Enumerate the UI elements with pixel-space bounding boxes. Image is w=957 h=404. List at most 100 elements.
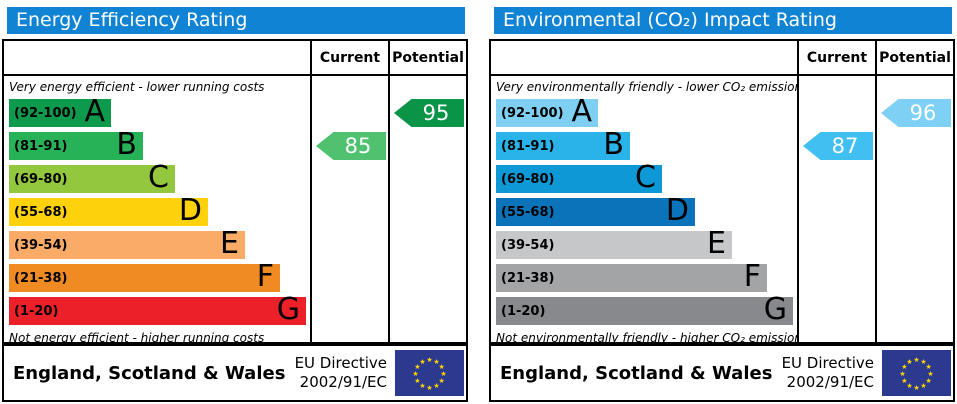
svg-text:★: ★	[927, 370, 933, 378]
svg-text:★: ★	[419, 358, 425, 366]
svg-text:★: ★	[906, 358, 912, 366]
potential-rating-value: 96	[909, 101, 937, 125]
band-letter: C	[635, 160, 656, 196]
band-range: (1-20)	[501, 303, 546, 319]
svg-text:★: ★	[913, 384, 919, 392]
band-letter: A	[571, 94, 592, 130]
top-caption: Very environmentally friendly - lower CO…	[496, 80, 797, 94]
band-range: (21-38)	[501, 270, 555, 286]
bottom-caption: Not environmentally friendly - higher CO…	[496, 331, 797, 342]
band-range: (92-100)	[501, 105, 564, 121]
band-range: (55-68)	[14, 204, 68, 220]
header-spacer	[491, 41, 797, 74]
column-header-row: Current Potential	[4, 41, 466, 76]
svg-text:★: ★	[901, 377, 907, 385]
column-header-row: Current Potential	[491, 41, 953, 76]
band-g: (1-20) G	[496, 292, 793, 328]
svg-text:★: ★	[925, 377, 931, 385]
band-a: (92-100) A	[9, 94, 111, 130]
eu-directive-label: EU Directive 2002/91/EC	[294, 354, 387, 391]
panel-title: Environmental (CO₂) Impact Rating	[494, 7, 952, 34]
band-letter: D	[665, 193, 689, 229]
potential-rating-arrow: 96	[881, 99, 951, 127]
band-b: (81-91) B	[9, 127, 143, 163]
header-spacer	[4, 41, 310, 74]
svg-text:★: ★	[440, 370, 446, 378]
svg-text:★: ★	[920, 358, 926, 366]
band-letter: G	[763, 292, 787, 328]
region-label: England, Scotland & Wales	[500, 362, 773, 384]
band-b: (81-91) B	[496, 127, 630, 163]
band-range: (39-54)	[501, 237, 555, 253]
rating-table: Current Potential Very environmentally f…	[489, 39, 955, 344]
band-range: (92-100)	[14, 105, 77, 121]
region-label: England, Scotland & Wales	[13, 362, 286, 384]
eu-flag-icon: ★ ★★ ★★★ ★★★ ★★★	[882, 350, 951, 396]
svg-text:★: ★	[899, 370, 905, 378]
potential-column-header: Potential	[875, 41, 953, 74]
svg-text:★: ★	[414, 363, 420, 371]
band-letter: C	[148, 160, 169, 196]
svg-text:★: ★	[438, 377, 444, 385]
band-letter: E	[220, 226, 239, 262]
eu-directive-label: EU Directive 2002/91/EC	[781, 354, 874, 391]
band-c: (69-80) C	[496, 160, 662, 196]
environmental-impact-panel: Environmental (CO₂) Impact Rating Curren…	[489, 7, 955, 402]
band-letter: A	[84, 94, 105, 130]
potential-rating-value: 95	[422, 101, 450, 125]
bands-area: Very environmentally friendly - lower CO…	[491, 76, 797, 342]
current-rating-arrow: 85	[316, 132, 386, 160]
band-range: (21-38)	[14, 270, 68, 286]
bottom-caption: Not energy efficient - higher running co…	[9, 331, 265, 342]
svg-text:★: ★	[433, 382, 439, 390]
energy-efficiency-panel: Energy Efficiency Rating Current Potenti…	[2, 7, 468, 402]
band-letter: F	[743, 259, 761, 295]
current-rating-value: 85	[344, 134, 372, 158]
svg-text:★: ★	[433, 358, 439, 366]
current-column: 85	[310, 76, 388, 342]
rating-body: Very environmentally friendly - lower CO…	[491, 76, 953, 342]
band-letter: D	[178, 193, 202, 229]
band-range: (69-80)	[501, 171, 555, 187]
svg-text:★: ★	[913, 356, 919, 364]
band-range: (81-91)	[501, 138, 555, 154]
top-caption: Very energy efficient - lower running co…	[9, 80, 265, 94]
svg-text:★: ★	[419, 382, 425, 390]
band-letter: B	[603, 127, 624, 163]
band-e: (39-54) E	[496, 226, 732, 262]
band-a: (92-100) A	[496, 94, 598, 130]
rating-body: Very energy efficient - lower running co…	[4, 76, 466, 342]
rating-table: Current Potential Very energy efficient …	[2, 39, 468, 344]
footer: England, Scotland & Wales EU Directive 2…	[2, 344, 468, 402]
band-range: (69-80)	[14, 171, 68, 187]
svg-text:★: ★	[414, 377, 420, 385]
band-c: (69-80) C	[9, 160, 175, 196]
potential-rating-arrow: 95	[394, 99, 464, 127]
band-d: (55-68) D	[9, 193, 208, 229]
band-letter: E	[707, 226, 726, 262]
potential-column: 95	[388, 76, 466, 342]
band-letter: G	[276, 292, 300, 328]
band-f: (21-38) F	[496, 259, 767, 295]
current-rating-value: 87	[831, 134, 859, 158]
svg-text:★: ★	[920, 382, 926, 390]
band-f: (21-38) F	[9, 262, 280, 292]
svg-text:★: ★	[412, 370, 418, 378]
band-letter: B	[116, 127, 137, 163]
svg-text:★: ★	[925, 363, 931, 371]
band-g: (1-20) G	[9, 292, 306, 328]
band-e: (39-54) E	[9, 226, 245, 262]
band-range: (55-68)	[501, 204, 555, 220]
band-range: (39-54)	[14, 237, 68, 253]
potential-column: 96	[875, 76, 953, 342]
svg-text:★: ★	[901, 363, 907, 371]
bands-area: Very energy efficient - lower running co…	[4, 76, 310, 342]
svg-text:★: ★	[426, 356, 432, 364]
band-d: (55-68) D	[496, 193, 695, 229]
panel-title: Energy Efficiency Rating	[7, 7, 465, 34]
current-column-header: Current	[310, 41, 388, 74]
current-rating-arrow: 87	[803, 132, 873, 160]
band-range: (1-20)	[14, 303, 59, 319]
eu-flag-icon: ★ ★★ ★★★ ★★★ ★★★	[395, 350, 464, 396]
